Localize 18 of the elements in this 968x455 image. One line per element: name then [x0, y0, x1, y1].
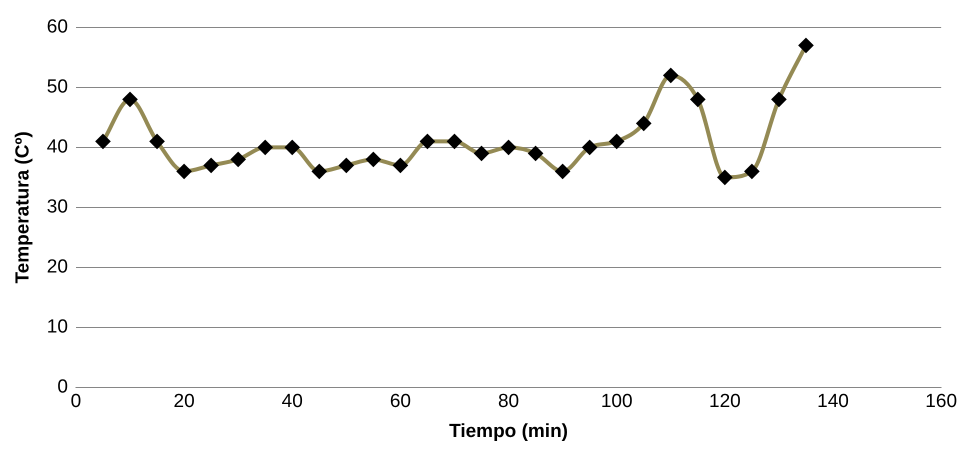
y-tick-label: 60 [46, 16, 68, 38]
y-tick-label: 50 [46, 76, 68, 98]
x-tick-label: 80 [498, 391, 520, 412]
x-tick-label: 160 [925, 391, 957, 412]
x-tick-label: 100 [600, 391, 633, 412]
x-tick-label: 0 [70, 391, 82, 412]
x-tick-label: 60 [390, 391, 411, 412]
x-tick-label: 120 [708, 391, 741, 412]
x-tick-label: 20 [174, 391, 195, 412]
y-tick-label: 20 [46, 256, 68, 278]
y-tick-label: 30 [46, 196, 68, 218]
x-tick-label: 40 [282, 391, 303, 412]
x-tick-label: 140 [817, 391, 849, 412]
y-tick-label: 10 [46, 316, 68, 338]
y-axis-title: Temperatura (Cº) [12, 131, 34, 284]
y-tick-label: 0 [57, 376, 68, 398]
y-tick-label: 40 [46, 136, 68, 158]
x-axis-title: Tiempo (min) [449, 420, 568, 442]
